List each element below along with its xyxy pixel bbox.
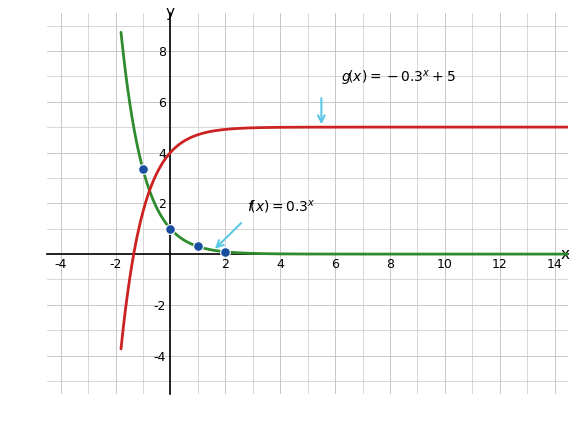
Text: $g\!\left(x\right)=-0.3^x+5$: $g\!\left(x\right)=-0.3^x+5$ bbox=[340, 69, 455, 88]
Text: $f\!\left(x\right)=0.3^x$: $f\!\left(x\right)=0.3^x$ bbox=[247, 198, 316, 215]
Text: x: x bbox=[560, 247, 569, 262]
Text: y: y bbox=[166, 6, 175, 21]
